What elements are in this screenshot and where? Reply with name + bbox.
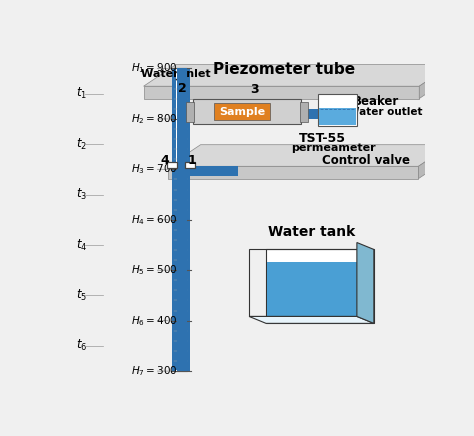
Bar bbox=[193, 99, 301, 124]
Text: Beaker: Beaker bbox=[353, 95, 399, 108]
Bar bbox=[177, 162, 187, 176]
Polygon shape bbox=[249, 317, 374, 324]
Text: Water outlet: Water outlet bbox=[347, 107, 422, 117]
Text: 1: 1 bbox=[188, 154, 197, 167]
Bar bbox=[267, 262, 373, 323]
Bar bbox=[174, 68, 188, 371]
Text: $H_6=400$: $H_6=400$ bbox=[131, 314, 178, 327]
Bar bbox=[144, 86, 419, 99]
Text: $t_1$: $t_1$ bbox=[76, 86, 87, 101]
Text: $t_6$: $t_6$ bbox=[76, 338, 87, 354]
Text: Water tank: Water tank bbox=[268, 225, 355, 238]
Bar bbox=[319, 108, 356, 126]
Polygon shape bbox=[419, 65, 452, 99]
Polygon shape bbox=[144, 65, 452, 86]
Bar bbox=[177, 68, 187, 371]
Text: 3: 3 bbox=[250, 83, 259, 96]
Text: $H_4=600$: $H_4=600$ bbox=[131, 213, 178, 227]
Bar bbox=[308, 110, 317, 114]
Bar bbox=[266, 249, 374, 324]
Polygon shape bbox=[357, 242, 374, 324]
Bar bbox=[172, 68, 176, 371]
Bar bbox=[177, 80, 187, 126]
Text: $H_3=700$: $H_3=700$ bbox=[131, 163, 178, 176]
Text: $H_5=500$: $H_5=500$ bbox=[131, 263, 178, 277]
Bar bbox=[167, 162, 177, 168]
Text: $t_2$: $t_2$ bbox=[76, 136, 87, 152]
Bar bbox=[319, 94, 357, 126]
Text: $H_7=300$: $H_7=300$ bbox=[131, 364, 178, 378]
Polygon shape bbox=[168, 145, 451, 166]
Text: $H_1=900$: $H_1=900$ bbox=[131, 61, 178, 75]
Bar bbox=[185, 162, 195, 168]
Bar bbox=[168, 166, 419, 179]
Text: Sample: Sample bbox=[219, 107, 265, 116]
Bar bbox=[177, 89, 187, 243]
Text: Water inlet: Water inlet bbox=[141, 69, 211, 79]
Text: TST-55: TST-55 bbox=[299, 132, 346, 145]
Bar bbox=[186, 102, 194, 122]
Text: Control valve: Control valve bbox=[322, 153, 410, 167]
Text: 2: 2 bbox=[178, 82, 186, 95]
Text: Piezometer tube: Piezometer tube bbox=[213, 61, 355, 77]
Text: $H_2=800$: $H_2=800$ bbox=[131, 112, 178, 126]
Text: $t_4$: $t_4$ bbox=[76, 238, 87, 252]
Bar bbox=[214, 103, 270, 120]
Bar bbox=[186, 68, 190, 371]
Text: $t_3$: $t_3$ bbox=[76, 187, 87, 202]
Bar bbox=[177, 166, 237, 176]
Text: $t_5$: $t_5$ bbox=[76, 288, 87, 303]
Text: permeameter: permeameter bbox=[292, 143, 376, 153]
Text: 4: 4 bbox=[160, 154, 169, 167]
Bar bbox=[177, 109, 319, 119]
Bar bbox=[175, 169, 187, 370]
Bar bbox=[300, 102, 308, 122]
Bar bbox=[249, 249, 357, 317]
Polygon shape bbox=[419, 145, 451, 179]
